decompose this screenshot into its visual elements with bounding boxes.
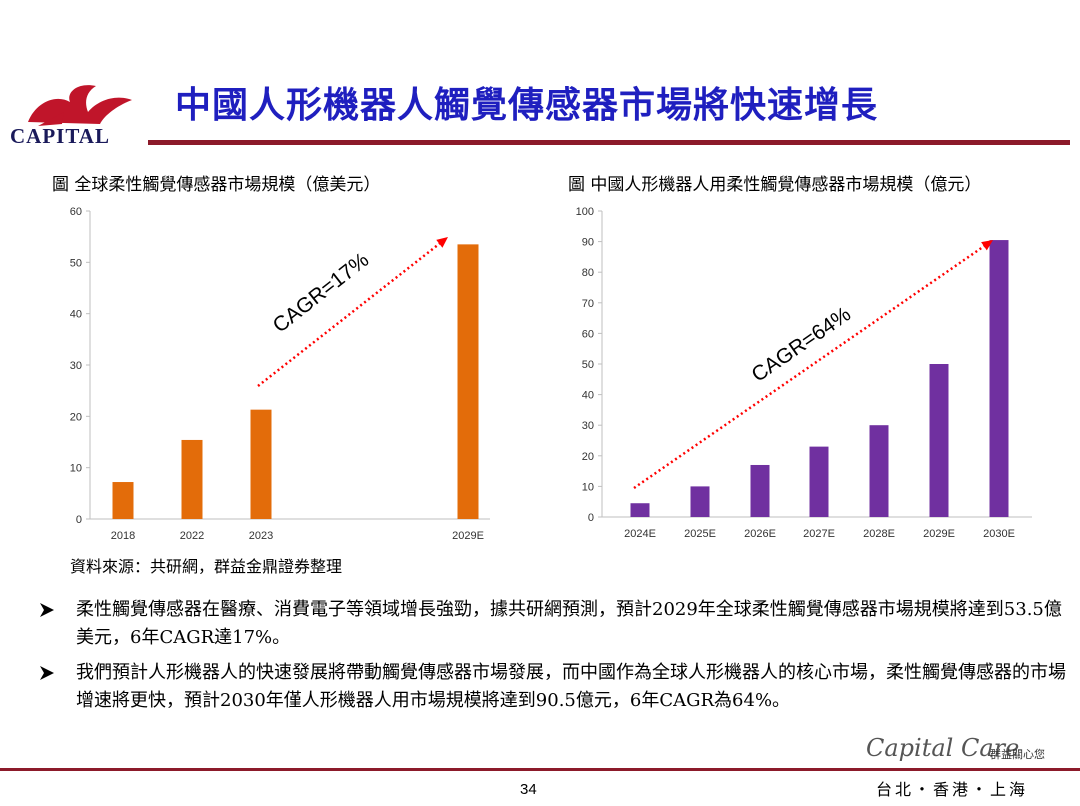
cagr-label: CAGR=64% [747, 303, 855, 387]
y-tick-label: 60 [582, 328, 594, 340]
bar-2029E [929, 364, 949, 517]
y-tick-label: 0 [76, 514, 82, 526]
y-tick-label: 50 [70, 257, 82, 269]
china-market-bar-chart: 0 10 20 30 40 50 60 70 80 90 100 2024E 2025E 2026E 202… [576, 206, 1032, 540]
bullet-text: 柔性觸覺傳感器在醫療、消費電子等領域增長強勁，據共研網預測，預計2029年全球柔… [76, 599, 1062, 648]
bullet-text: 我們預計人形機器人的快速發展將帶動觸覺傳感器市場發展，而中國作為全球人形機器人的… [76, 662, 1066, 711]
x-tick-label: 2030E [983, 528, 1015, 540]
arrow-bullet-icon [40, 666, 54, 680]
y-tick-label: 30 [582, 420, 594, 432]
bar-2025E [690, 486, 710, 517]
y-tick-label: 30 [70, 360, 82, 372]
y-tick-label: 40 [582, 390, 594, 402]
y-tick-label: 0 [588, 512, 594, 524]
capital-logo-icon [28, 85, 132, 126]
y-tick-label: 20 [582, 451, 594, 463]
global-market-bar-chart: 0 10 20 30 40 50 60 2018 2022 2023 2029E CAGR=17% [70, 206, 490, 542]
x-tick-label: 2018 [111, 530, 135, 542]
bar-2018 [112, 482, 134, 519]
arrow-bullet-icon [40, 603, 54, 617]
x-tick-label: 2027E [803, 528, 835, 540]
y-tick-label: 20 [70, 411, 82, 423]
bar-2022 [181, 439, 203, 519]
logo-text: CAPITAL [10, 124, 110, 148]
y-tick-label: 80 [582, 267, 594, 279]
cagr-label: CAGR=17% [269, 248, 374, 337]
y-tick-label: 70 [582, 298, 594, 310]
cagr-arrow-head [436, 237, 448, 248]
x-tick-label: 2024E [624, 528, 656, 540]
y-tick-label: 50 [582, 359, 594, 371]
bar-2030E [989, 240, 1009, 517]
page-title: 中國人形機器人觸覺傳感器市場將快速增長 [175, 85, 879, 126]
x-tick-label: 2029E [923, 528, 955, 540]
y-tick-label: 10 [582, 481, 594, 493]
footer-divider [0, 768, 1080, 771]
page-number: 34 [520, 781, 537, 798]
x-tick-label: 2029E [452, 530, 484, 542]
chart-right-caption: 圖 中國人形機器人用柔性觸覺傳感器市場規模（億元） [568, 175, 982, 195]
chart-left-caption: 圖 全球柔性觸覺傳感器市場規模（億美元） [52, 175, 381, 195]
bar-2023 [250, 409, 272, 519]
cagr-arrow-head [981, 240, 993, 251]
x-tick-label: 2028E [863, 528, 895, 540]
brand-logo-text: Capital Care [866, 734, 1020, 762]
y-tick-label: 40 [70, 309, 82, 321]
bar-2029E [457, 244, 479, 519]
bar-2024E [630, 503, 650, 517]
x-tick-label: 2022 [180, 530, 204, 542]
cagr-arrow-line [633, 243, 988, 490]
y-tick-label: 10 [70, 463, 82, 475]
bar-2028E [869, 425, 889, 517]
y-tick-label: 90 [582, 237, 594, 249]
y-tick-label: 60 [70, 206, 82, 218]
bar-2026E [750, 464, 770, 517]
x-tick-label: 2025E [684, 528, 716, 540]
title-divider [148, 140, 1070, 145]
y-tick-label: 100 [576, 206, 594, 218]
brand-slogan: 群益關心您 [990, 748, 1045, 761]
x-tick-label: 2026E [744, 528, 776, 540]
bar-2027E [809, 446, 829, 517]
source-note: 資料來源：共研網，群益金鼎證券整理 [70, 557, 343, 576]
x-tick-label: 2023 [249, 530, 273, 542]
office-cities: 台北・香港・上海 [876, 780, 1029, 799]
cagr-arrow-line [257, 240, 443, 387]
